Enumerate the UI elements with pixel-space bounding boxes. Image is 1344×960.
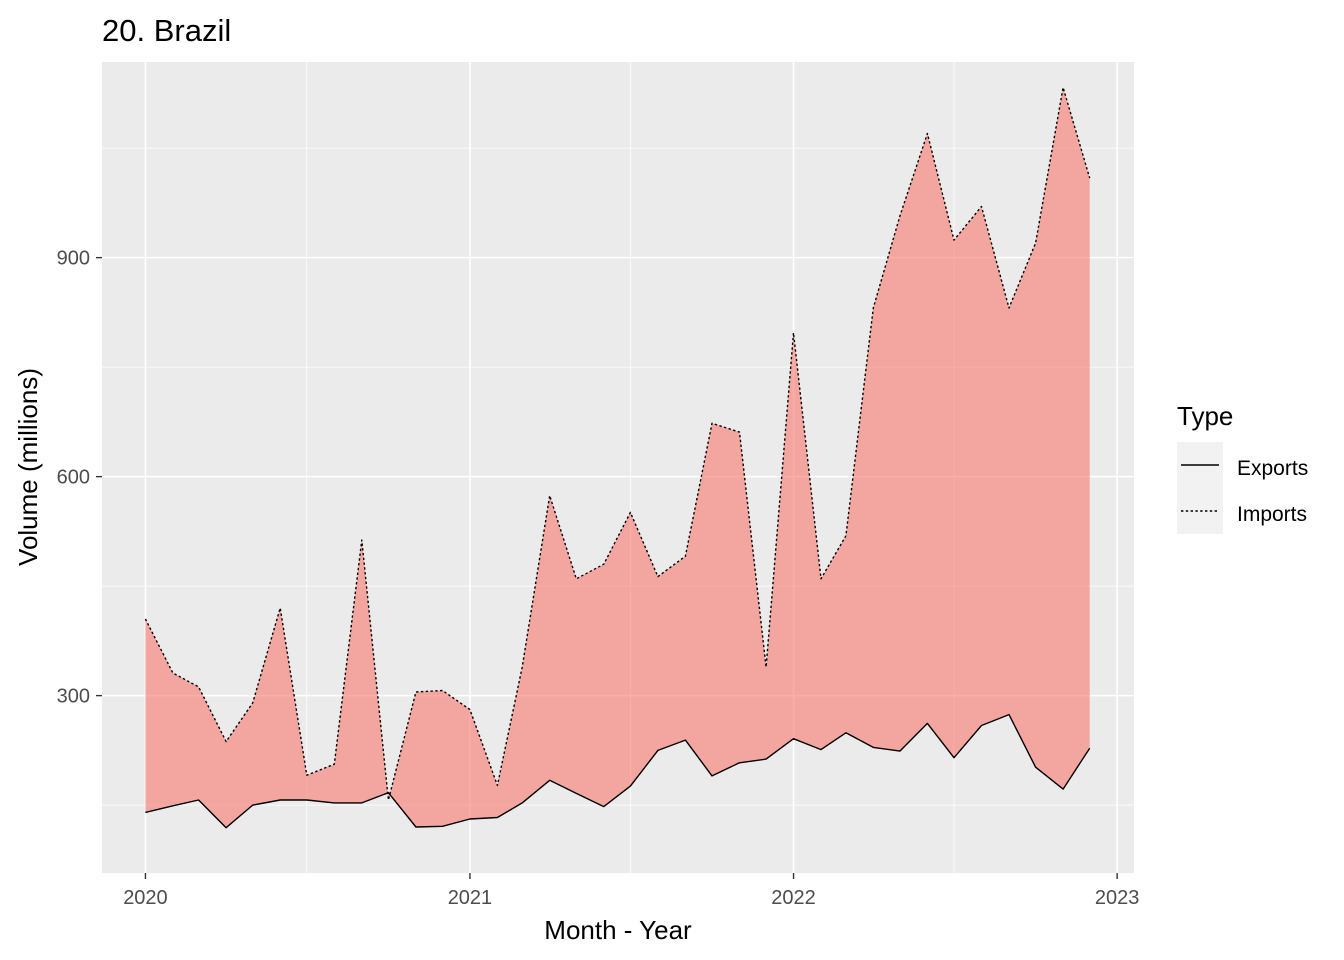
chart-title: 20. Brazil bbox=[102, 13, 231, 48]
y-tick-label: 600 bbox=[57, 467, 90, 489]
x-tick-label: 2020 bbox=[123, 887, 168, 909]
x-axis-title: Month - Year bbox=[544, 915, 692, 945]
ribbon-area bbox=[145, 87, 1090, 828]
series-line-imports bbox=[144, 86, 1091, 801]
line-layer bbox=[144, 86, 1091, 829]
legend: Type Exports Imports bbox=[1177, 401, 1308, 534]
y-tick-label: 300 bbox=[57, 686, 90, 708]
x-tick-label: 2021 bbox=[448, 887, 493, 909]
y-tick-label: 900 bbox=[57, 248, 90, 270]
legend-label-exports: Exports bbox=[1237, 457, 1308, 480]
x-axis: 2020 2021 2022 2023 bbox=[123, 873, 1139, 909]
y-axis-title: Volume (millions) bbox=[13, 368, 43, 566]
x-tick-label: 2023 bbox=[1095, 887, 1140, 909]
area-layer bbox=[145, 87, 1090, 828]
legend-title: Type bbox=[1177, 401, 1233, 431]
legend-label-imports: Imports bbox=[1237, 503, 1307, 526]
x-tick-label: 2022 bbox=[771, 887, 816, 909]
series-line-exports bbox=[145, 713, 1091, 829]
y-axis: 300 600 900 bbox=[57, 248, 102, 708]
